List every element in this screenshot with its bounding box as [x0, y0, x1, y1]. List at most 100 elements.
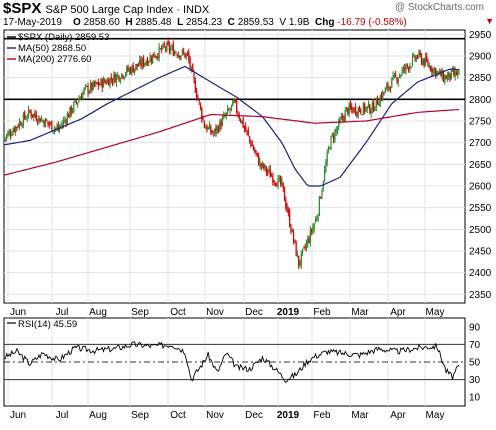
candle-body: [406, 64, 408, 67]
candle-body: [96, 82, 98, 84]
candle-body: [172, 44, 174, 56]
candle-body: [364, 103, 366, 112]
candle-body: [409, 65, 411, 70]
candle-body: [44, 118, 46, 128]
candle-body: [277, 177, 279, 189]
candle-body: [166, 42, 168, 51]
candle-body: [393, 74, 395, 78]
candle-body: [121, 73, 123, 78]
candle-body: [457, 71, 459, 76]
candle-body: [410, 66, 412, 68]
candle-body: [402, 66, 405, 72]
candle-body: [75, 100, 77, 103]
candle-body: [163, 44, 165, 47]
candle-body: [74, 99, 76, 103]
candle-body: [100, 78, 102, 86]
candle-body: [327, 147, 330, 152]
candle-body: [419, 52, 421, 56]
candle-body: [287, 210, 289, 213]
candle-body: [101, 79, 103, 88]
candle-body: [241, 120, 243, 124]
candle-body: [325, 163, 327, 172]
candle-body: [192, 64, 194, 72]
candle-body: [70, 106, 72, 114]
candle-body: [342, 116, 344, 119]
candle-body: [264, 165, 266, 169]
candle-body: [415, 56, 417, 62]
candle-body: [333, 136, 335, 140]
candle-body: [345, 106, 348, 109]
rsi-x-tick-label: Nov: [206, 410, 224, 421]
candle-body: [219, 120, 221, 132]
candle-body: [449, 73, 451, 79]
candle-body: [62, 120, 65, 125]
candle-body: [444, 75, 446, 83]
candle-body: [437, 71, 439, 73]
y-tick-label: 2550: [469, 203, 492, 214]
candle-body: [170, 48, 172, 52]
x-tick-label: May: [426, 307, 445, 318]
candle-body: [395, 74, 397, 77]
candle-body: [417, 56, 419, 58]
candle-body: [439, 70, 441, 72]
candle-body: [380, 94, 383, 100]
candle-body: [451, 70, 454, 72]
rsi-x-tick-label: Sep: [131, 410, 149, 421]
candle-body: [398, 75, 401, 78]
candle-body: [411, 56, 414, 66]
candle-body: [93, 81, 96, 86]
candle-body: [238, 115, 240, 119]
y-tick-label: 2350: [469, 290, 492, 301]
candle-body: [13, 128, 15, 132]
candle-body: [152, 54, 154, 64]
candle-body: [195, 91, 198, 98]
candle-body: [326, 152, 328, 164]
candle-body: [312, 227, 314, 234]
candle-body: [374, 109, 376, 111]
candle-body: [267, 171, 269, 173]
price-panel: Jun Jul Aug Sep Oct Nov Dec 2019 Feb Mar Apr May 235…: [3, 29, 492, 318]
candle-body: [46, 120, 48, 122]
candle-body: [382, 91, 384, 101]
rsi-panel: Jun Jul Aug Sep Oct Nov Dec 2019 Feb Mar Apr May 10 3…: [3, 317, 481, 421]
candle-body: [140, 59, 142, 67]
candle-body: [441, 71, 443, 79]
candle-body: [65, 120, 67, 124]
candle-body: [42, 120, 44, 122]
candle-body: [60, 125, 62, 127]
candle-body: [242, 118, 244, 128]
candle-body: [448, 71, 450, 78]
candle-body: [322, 182, 324, 189]
candle-body: [176, 54, 178, 56]
candle-body: [123, 76, 125, 79]
candle-body: [246, 130, 248, 132]
candle-body: [250, 140, 252, 147]
candle-body: [278, 178, 280, 180]
candle-body: [296, 254, 299, 257]
candle-body: [181, 50, 183, 54]
candle-body: [427, 61, 429, 67]
candle-body: [131, 65, 133, 73]
candle-body: [91, 82, 93, 90]
rsi-x-tick-label: Apr: [390, 410, 406, 421]
candle-body: [386, 85, 388, 88]
candle-body: [317, 214, 319, 220]
symbol: $SPX: [3, 0, 42, 17]
candle-body: [236, 101, 238, 113]
candle-body: [455, 72, 458, 76]
chevron-down-icon[interactable]: ▼: [485, 16, 494, 26]
candle-body: [21, 125, 23, 127]
candle-body: [20, 122, 22, 126]
x-tick-label: Jun: [10, 307, 26, 318]
candle-body: [80, 96, 83, 99]
candle-body: [237, 114, 239, 116]
candle-body: [115, 74, 118, 83]
candle-body: [136, 63, 138, 67]
candle-body: [139, 59, 141, 65]
candle-body: [227, 108, 229, 114]
candle-body: [348, 104, 350, 114]
candle-body: [71, 110, 74, 112]
candle-body: [144, 62, 146, 66]
rsi-line: [3, 341, 460, 384]
